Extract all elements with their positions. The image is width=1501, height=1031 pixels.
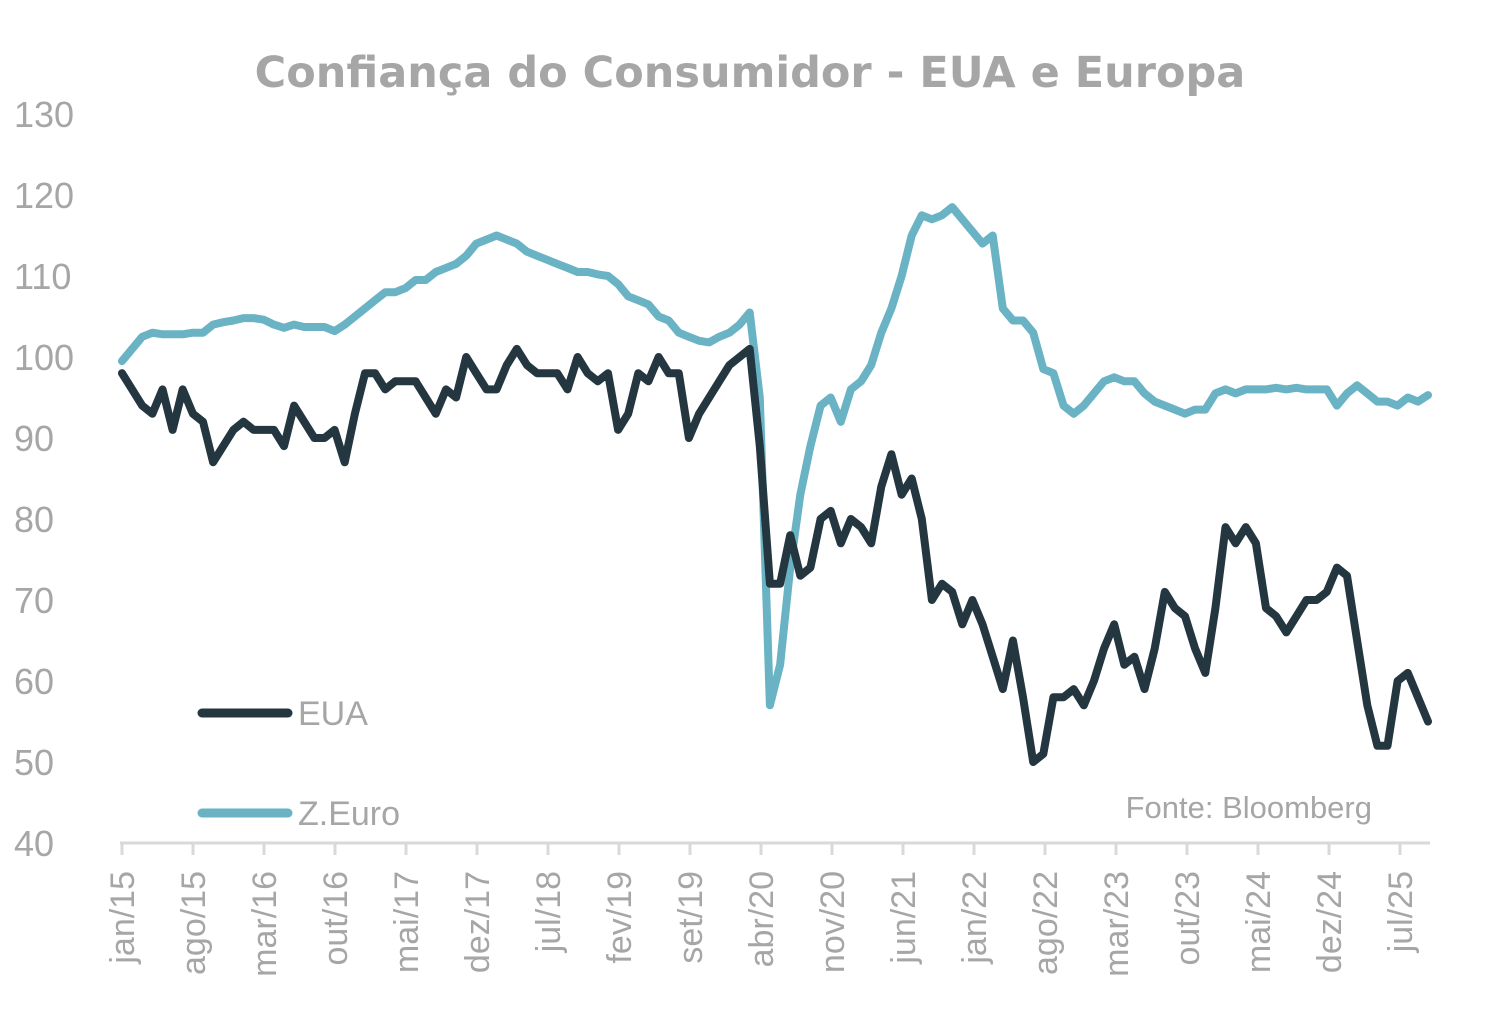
x-tick-label: set/19	[672, 871, 710, 964]
y-tick-label: 60	[14, 661, 54, 702]
x-tick-label: mar/23	[1098, 871, 1136, 977]
y-tick-label: 40	[14, 823, 54, 864]
x-tick-label: jul/25	[1382, 871, 1420, 953]
x-tick-label: jun/21	[885, 871, 923, 965]
series-layer	[118, 203, 1432, 766]
x-tick-label: nov/20	[814, 871, 852, 973]
x-tick-label: mar/16	[246, 871, 284, 977]
chart-title: Confiança do Consumidor - EUA e Europa	[255, 48, 1246, 98]
y-tick-label: 120	[14, 175, 74, 216]
legend: EUA Z.Euro	[197, 695, 400, 833]
source-note: Fonte: Bloomberg	[1126, 790, 1372, 825]
y-tick-label: 70	[14, 580, 54, 621]
y-tick-label: 80	[14, 499, 54, 540]
x-tick-label: dez/17	[459, 871, 497, 973]
x-tick-label: abr/20	[743, 871, 781, 967]
x-tick-label: jul/18	[530, 871, 568, 953]
series-line-z-euro	[118, 203, 1432, 710]
x-tick-label: dez/24	[1311, 871, 1349, 973]
x-tick-label: out/16	[317, 871, 355, 966]
y-tick-label: 50	[14, 742, 54, 783]
x-axis: jan/15 ago/15 mar/16 out/16 mai/17 dez/17 jul/…	[104, 841, 1430, 977]
x-tick-label: out/23	[1169, 871, 1207, 966]
series-line-eua	[118, 344, 1432, 766]
legend-label: EUA	[298, 695, 368, 733]
x-tick-label: ago/22	[1027, 871, 1065, 975]
y-tick-label: 90	[14, 418, 54, 459]
legend-label: Z.Euro	[298, 795, 400, 833]
y-tick-label: 130	[14, 94, 74, 135]
x-tick-label: jan/22	[956, 871, 994, 965]
x-tick-label: mai/17	[388, 871, 426, 973]
x-tick-label: fev/19	[601, 871, 639, 964]
y-tick-label: 110	[14, 256, 71, 297]
x-tick-label: jan/15	[104, 871, 142, 965]
x-tick-label: ago/15	[175, 871, 213, 975]
y-axis-ticks: 130 120 110 100 90 80 70 60 50 40	[14, 94, 74, 864]
x-tick-label: mai/24	[1240, 871, 1278, 973]
y-tick-label: 100	[14, 337, 74, 378]
